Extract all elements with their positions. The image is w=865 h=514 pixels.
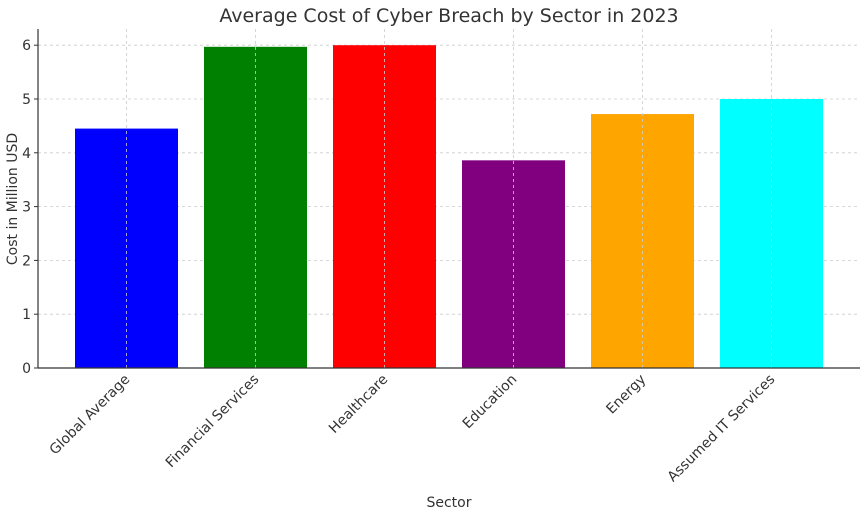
x-tick-labels: Global Average Financial Services Healthca… bbox=[47, 372, 779, 486]
y-tick-label: 3 bbox=[22, 200, 31, 216]
bar-global-average bbox=[75, 128, 178, 368]
x-tick-label: Global Average bbox=[47, 372, 134, 459]
vertical-gridlines bbox=[126, 29, 772, 368]
bar-financial-services bbox=[204, 46, 307, 369]
y-tick-labels: 0 1 2 3 4 5 6 bbox=[22, 38, 38, 377]
x-axis-label: Sector bbox=[426, 495, 471, 511]
x-tick-label: Education bbox=[460, 372, 521, 433]
y-tick-label: 4 bbox=[22, 146, 31, 162]
chart-title: Average Cost of Cyber Breach by Sector i… bbox=[219, 5, 678, 27]
y-tick-label: 1 bbox=[22, 307, 31, 323]
x-tick-label: Energy bbox=[603, 372, 649, 418]
y-axis-label: Cost in Million USD bbox=[5, 133, 21, 265]
y-tick-label: 2 bbox=[22, 253, 31, 269]
x-tick-label: Assumed IT Services bbox=[665, 372, 779, 486]
y-tick-label: 0 bbox=[22, 361, 31, 377]
bar-healthcare bbox=[333, 45, 436, 368]
y-tick-label: 5 bbox=[22, 92, 31, 108]
y-tick-label: 6 bbox=[22, 38, 31, 54]
x-tick-label: Healthcare bbox=[326, 372, 391, 437]
x-tick-label: Financial Services bbox=[163, 372, 263, 472]
